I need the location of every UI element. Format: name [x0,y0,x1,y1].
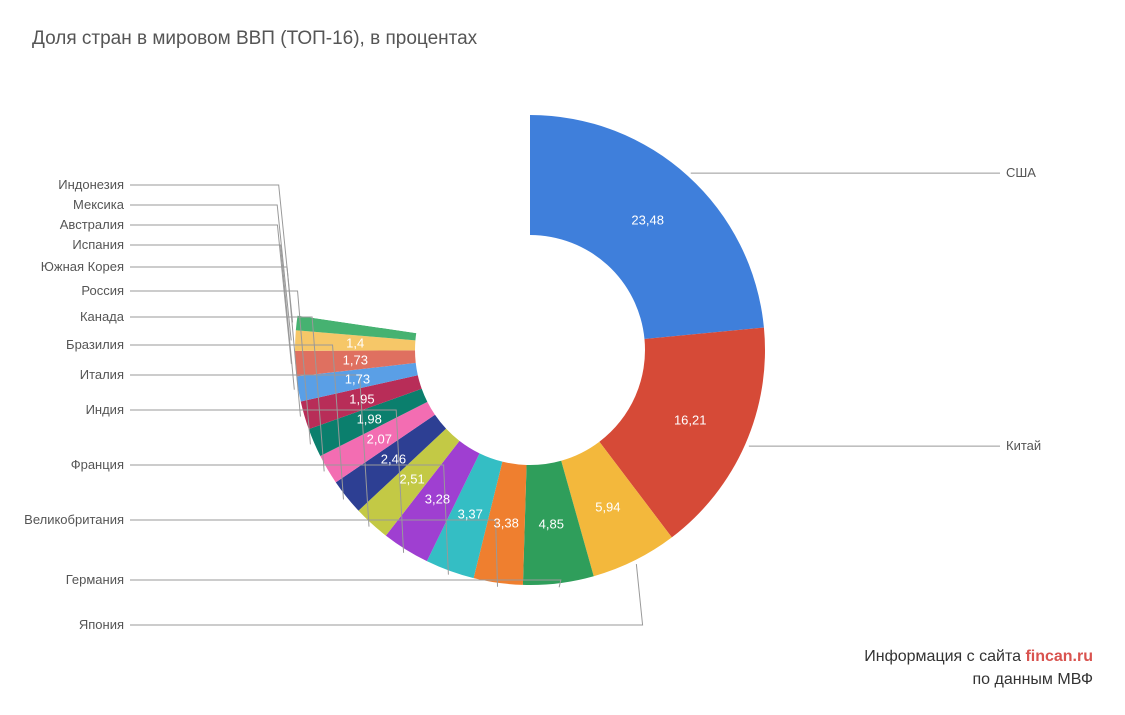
slice-value-7: 2,51 [399,472,424,487]
slice-value-3: 4,85 [539,516,564,531]
country-label-4: Великобритания [24,512,124,527]
country-label-12: Испания [72,237,124,252]
country-label-1: Китай [1006,438,1041,453]
footer-prefix: Информация с сайта [864,648,1025,665]
slice-value-2: 5,94 [595,499,620,514]
slice-value-5: 3,37 [458,507,483,522]
country-label-8: Бразилия [66,337,124,352]
leader-line-13 [130,225,291,364]
footer-site: fincan.ru [1025,648,1093,665]
slice-value-13: 1,73 [343,353,368,368]
chart-title: Доля стран в мировом ВВП (ТОП-16), в про… [32,28,477,50]
country-label-11: Южная Корея [41,259,124,274]
country-label-6: Индия [86,402,124,417]
country-label-13: Австралия [60,217,124,232]
slice-value-14: 1,4 [346,335,364,350]
country-label-7: Италия [80,367,124,382]
chart-container: 23,48США16,21Китай5,944,853,383,373,282,… [0,70,1125,650]
slice-value-1: 16,21 [674,413,707,428]
slice-value-6: 3,28 [425,491,450,506]
leader-line-15 [130,185,293,322]
slice-value-4: 3,38 [494,516,519,531]
slice-value-8: 2,46 [381,452,406,467]
footer-line2: по данным МВФ [973,671,1094,688]
slice-remainder [298,115,530,333]
country-label-3: Германия [66,572,124,587]
slice-value-0: 23,48 [631,213,664,228]
country-label-5: Франция [71,457,124,472]
slice-value-12: 1,73 [345,372,370,387]
country-label-0: США [1006,165,1036,180]
leader-line-14 [130,205,291,340]
country-label-15: Индонезия [58,177,124,192]
country-label-2: Япония [79,617,124,632]
country-label-10: Россия [81,283,124,298]
slice-value-10: 1,98 [357,412,382,427]
footer-credit: Информация с сайта fincan.ru по данным М… [864,646,1093,691]
country-label-14: Мексика [73,197,124,212]
country-label-9: Канада [80,309,124,324]
slice-value-11: 1,95 [349,391,374,406]
slice-value-9: 2,07 [367,431,392,446]
